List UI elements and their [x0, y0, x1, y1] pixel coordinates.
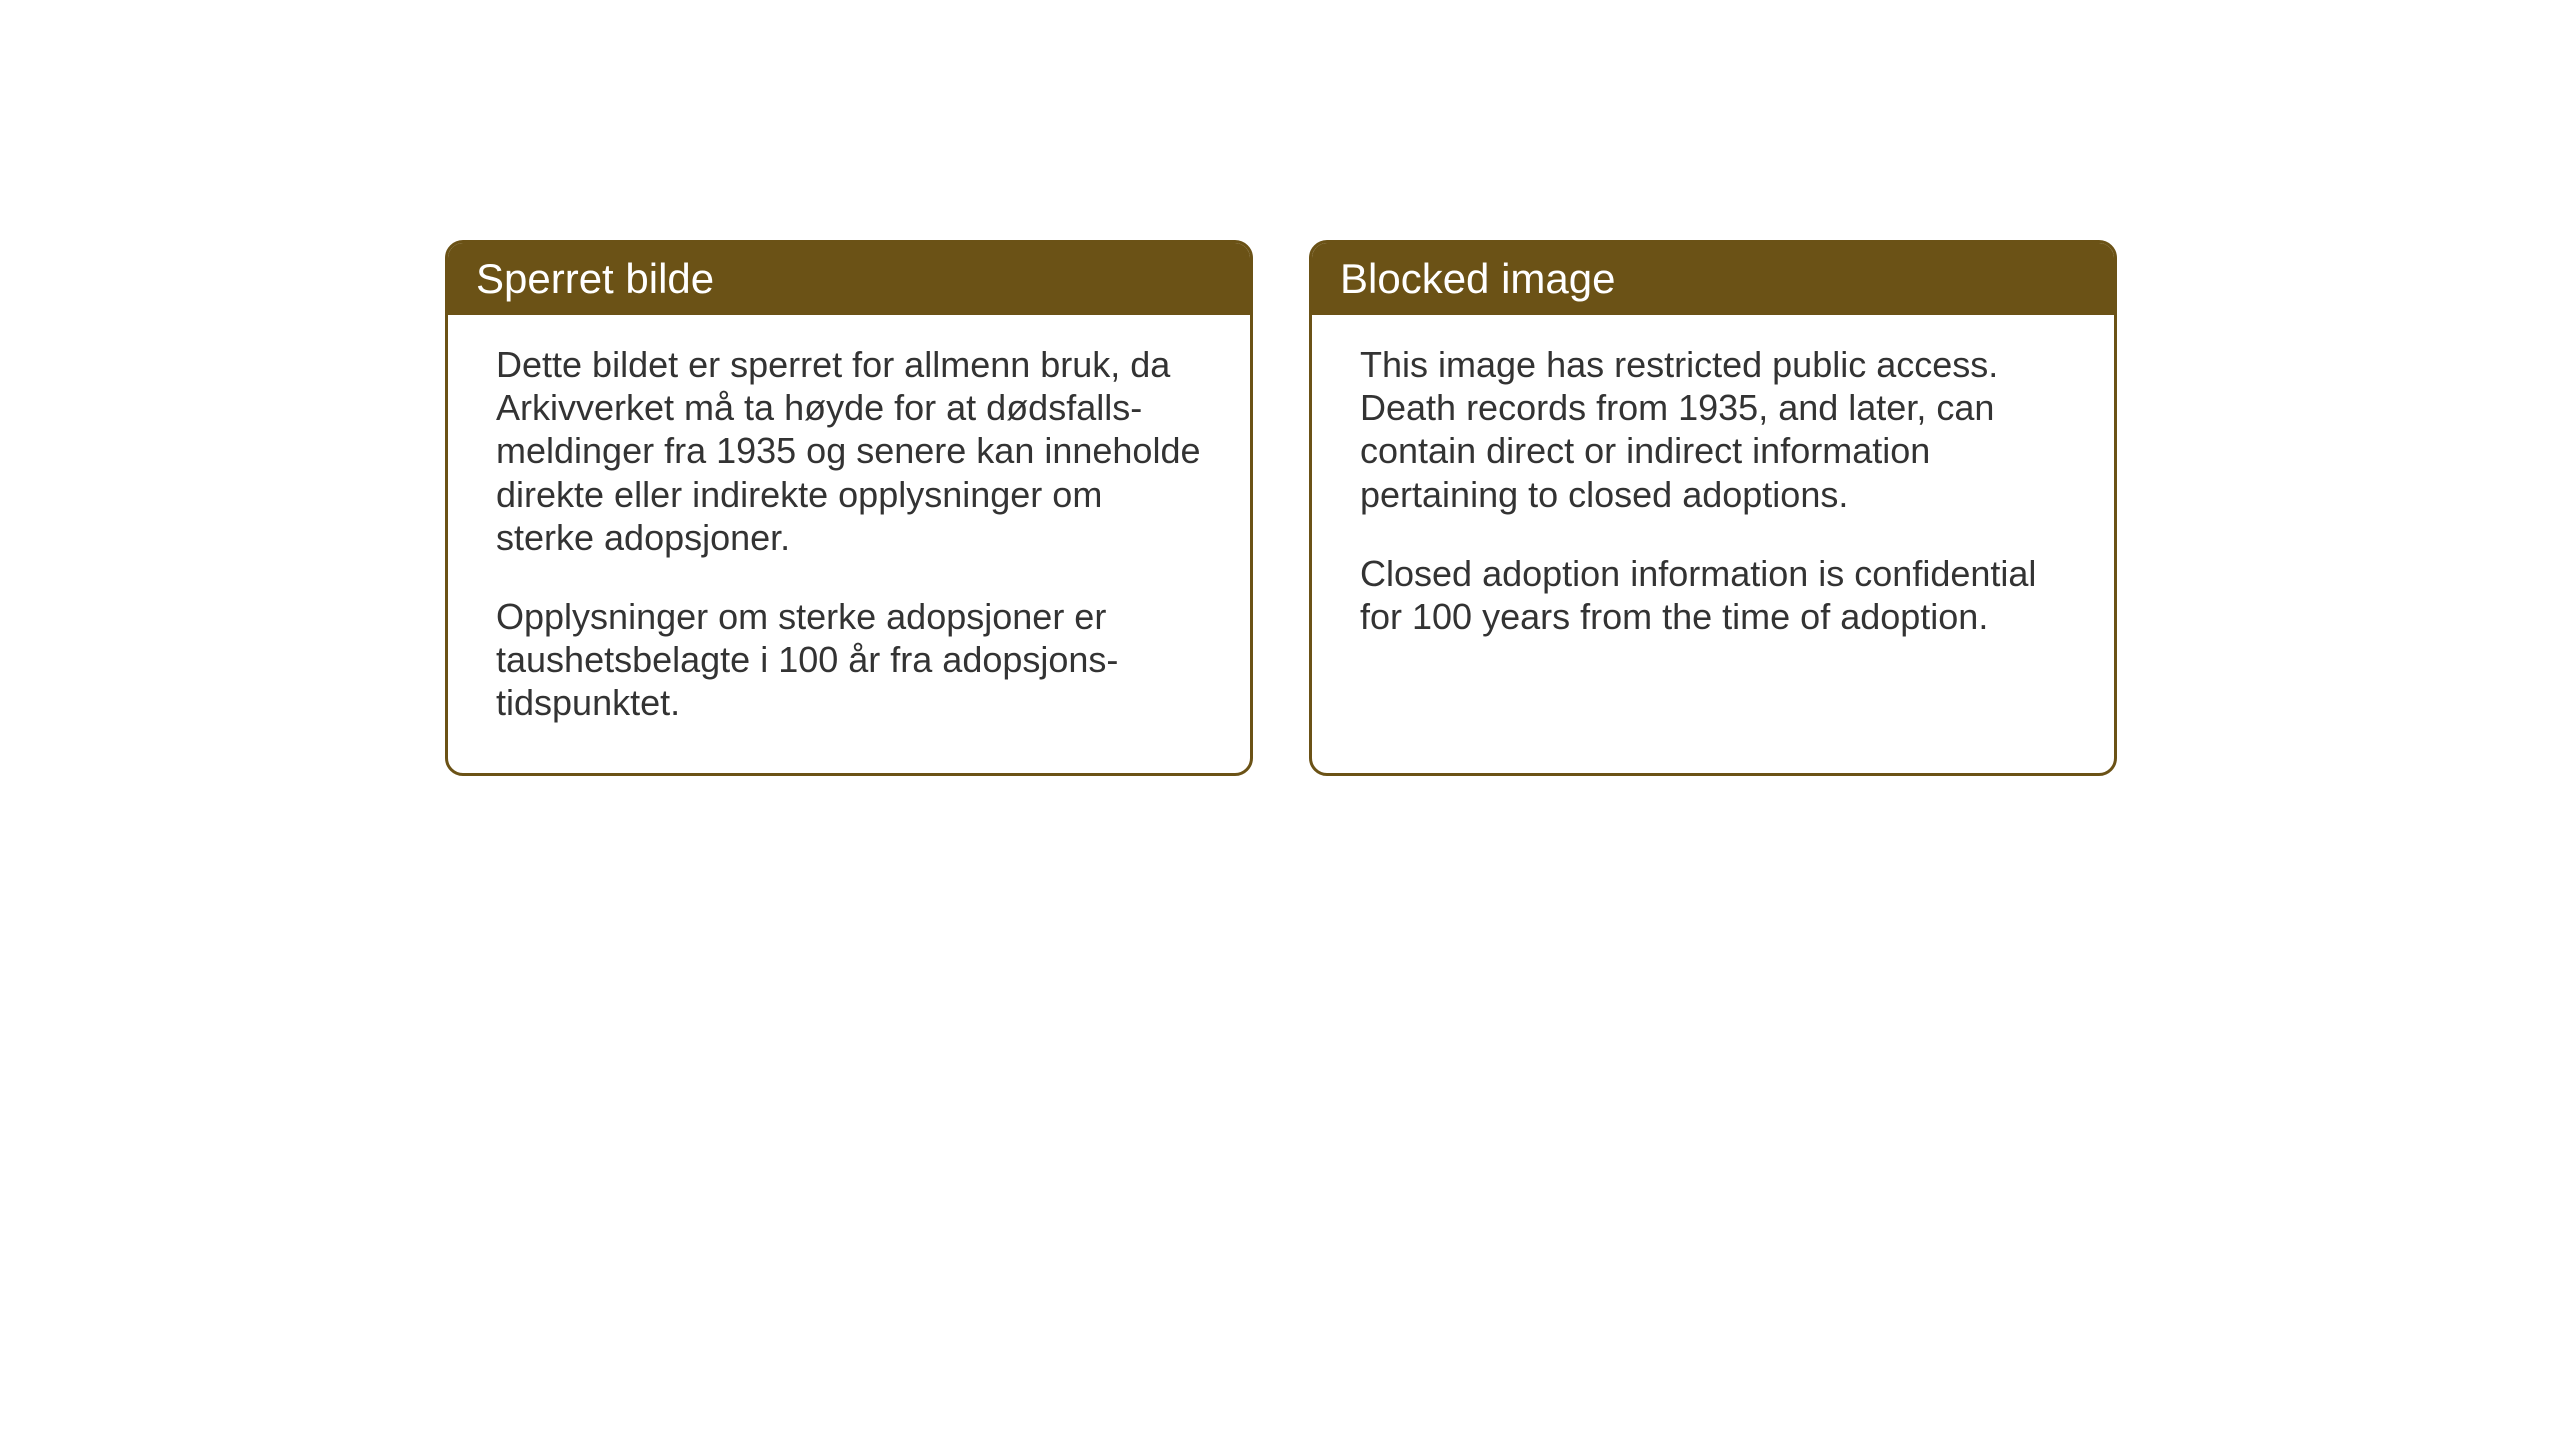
card-english-body: This image has restricted public access.…	[1312, 315, 2114, 686]
cards-container: Sperret bilde Dette bildet er sperret fo…	[445, 240, 2117, 776]
card-english-paragraph-1: This image has restricted public access.…	[1360, 343, 2066, 516]
card-norwegian-paragraph-2: Opplysninger om sterke adopsjoner er tau…	[496, 595, 1202, 725]
card-norwegian-paragraph-1: Dette bildet er sperret for allmenn bruk…	[496, 343, 1202, 559]
card-norwegian-header: Sperret bilde	[448, 243, 1250, 315]
card-norwegian-body: Dette bildet er sperret for allmenn bruk…	[448, 315, 1250, 773]
card-norwegian: Sperret bilde Dette bildet er sperret fo…	[445, 240, 1253, 776]
card-english-title: Blocked image	[1340, 255, 1615, 302]
card-english: Blocked image This image has restricted …	[1309, 240, 2117, 776]
card-english-header: Blocked image	[1312, 243, 2114, 315]
card-norwegian-title: Sperret bilde	[476, 255, 714, 302]
card-english-paragraph-2: Closed adoption information is confident…	[1360, 552, 2066, 638]
